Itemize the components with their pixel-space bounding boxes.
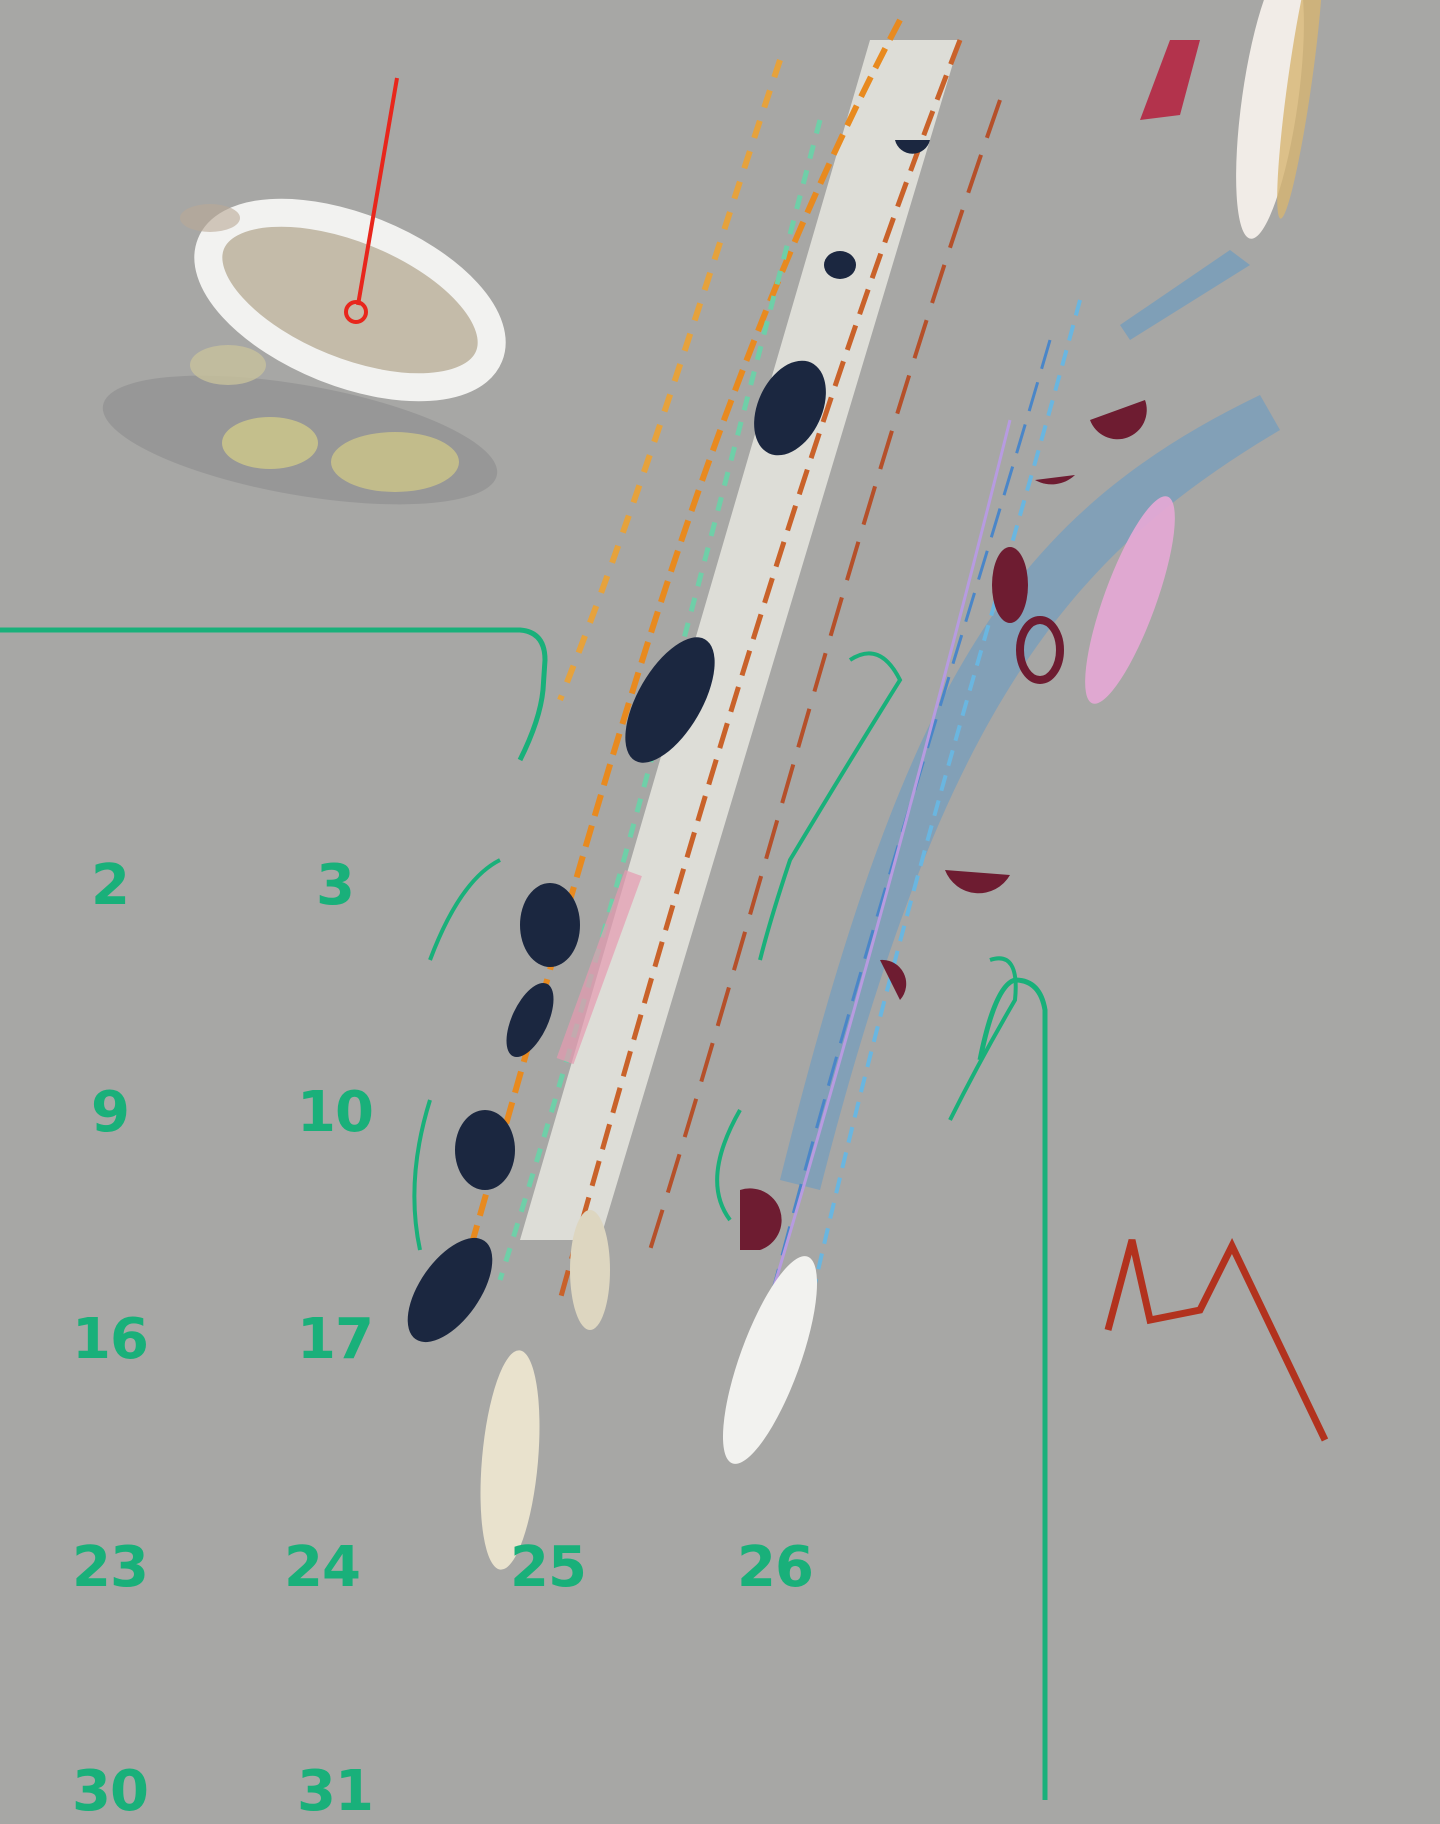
- calendar-number: 3: [316, 853, 355, 918]
- green-calendar-frame-left: [0, 627, 548, 762]
- red-needle: [356, 77, 399, 306]
- calendar-number: 23: [72, 1535, 149, 1600]
- calendar-number: 31: [297, 1759, 374, 1824]
- gauge-ellipse-group: [102, 77, 506, 505]
- calendar-number: 2: [91, 853, 130, 918]
- calendar-number: 16: [72, 1307, 149, 1372]
- calendar-number: 24: [284, 1535, 361, 1600]
- calendar-number: 10: [297, 1080, 374, 1145]
- calendar-number: 25: [510, 1535, 587, 1600]
- calendar-number: 30: [72, 1759, 149, 1824]
- green-wisps: [412, 651, 1018, 1251]
- calendar-number: 26: [737, 1535, 814, 1600]
- calendar-number: 17: [297, 1307, 374, 1372]
- red-zigzag: [1104, 1238, 1329, 1442]
- right-blue-band: [722, 0, 1323, 1464]
- left-diagonal-band: [407, 18, 1002, 1570]
- calendar-number: 9: [91, 1080, 130, 1145]
